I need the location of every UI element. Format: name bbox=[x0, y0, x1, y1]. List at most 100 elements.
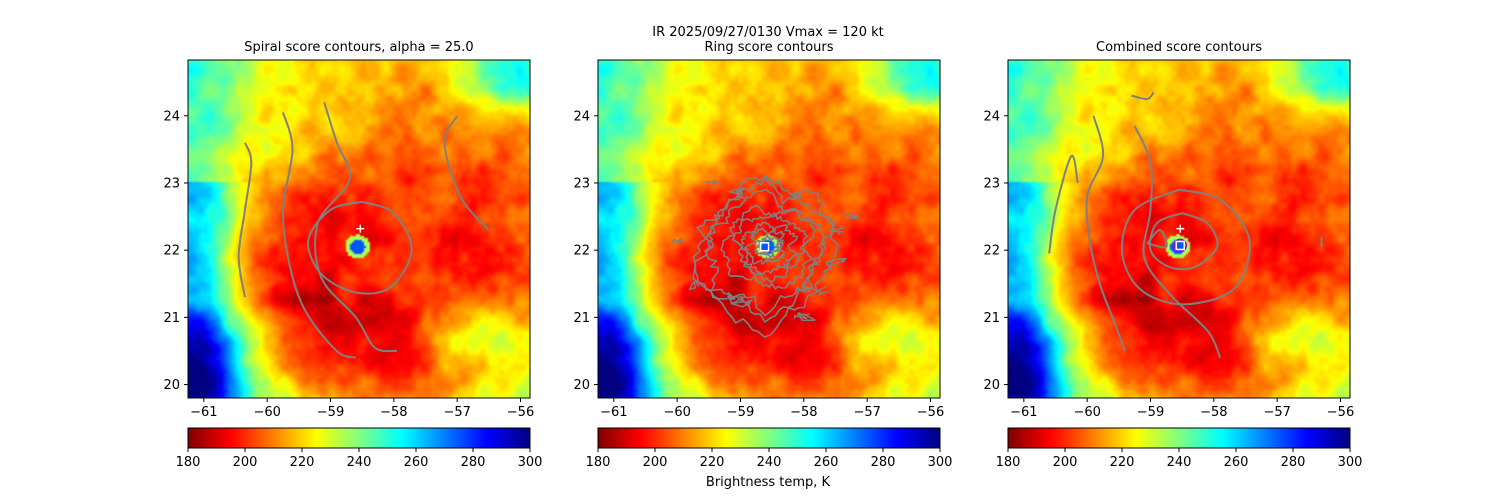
score-contour-line bbox=[1120, 188, 1251, 306]
colorbar-tick-label: 260 bbox=[814, 455, 839, 470]
score-contour-line bbox=[443, 115, 490, 231]
center-estimate-square-marker bbox=[1175, 240, 1186, 251]
ring-score-contour-fragment bbox=[829, 258, 848, 268]
x-tick-label: −60 bbox=[253, 405, 280, 420]
ring-score-contour-fragment bbox=[739, 296, 753, 307]
ring-score-contour-fragment bbox=[688, 280, 700, 291]
colorbar-tick-label: 260 bbox=[404, 455, 429, 470]
score-contour-line bbox=[281, 112, 357, 359]
y-tick-label: 22 bbox=[983, 244, 1000, 259]
y-tick-label: 22 bbox=[573, 244, 590, 259]
y-tick-label: 24 bbox=[573, 109, 590, 124]
ring-score-contour-line bbox=[703, 188, 827, 317]
colorbar: 180 200 220 240 260 280 300 bbox=[586, 427, 953, 470]
y-tick-label: 20 bbox=[983, 378, 1000, 393]
x-tick-label: −57 bbox=[1263, 405, 1290, 420]
center-estimate-plus-marker bbox=[1176, 224, 1185, 233]
colorbar-tick-label: 300 bbox=[518, 455, 543, 470]
ring-score-contour-fragment bbox=[727, 291, 737, 301]
colorbar-tick-label: 200 bbox=[233, 455, 258, 470]
score-contour-line bbox=[314, 102, 398, 353]
x-tick-label: −60 bbox=[663, 405, 690, 420]
colorbar-tick-label: 240 bbox=[1167, 455, 1192, 470]
figure-suptitle: IR 2025/09/27/0130 Vmax = 120 kt bbox=[652, 25, 883, 40]
ring-score-contour-fragment bbox=[671, 237, 686, 244]
ring-score-contour-fragment bbox=[799, 312, 816, 322]
y-tick-label: 24 bbox=[163, 109, 180, 124]
x-tick-label: −56 bbox=[1327, 405, 1354, 420]
panel-1: Spiral score contours, alpha = 25.0 −61 −6… bbox=[163, 40, 542, 470]
x-tick-label: −59 bbox=[1137, 405, 1164, 420]
colorbar-gradient bbox=[597, 427, 941, 449]
axes-frame bbox=[187, 59, 531, 399]
colorbar-tick-label: 240 bbox=[757, 455, 782, 470]
colorbar-tick-label: 300 bbox=[928, 455, 953, 470]
x-tick-label: −60 bbox=[1073, 405, 1100, 420]
ring-score-contour-fragment bbox=[726, 188, 746, 199]
x-tick-label: −59 bbox=[317, 405, 344, 420]
colorbar-tick-label: 280 bbox=[1281, 455, 1306, 470]
colorbar-tick-label: 180 bbox=[176, 455, 201, 470]
ring-score-contour-fragment bbox=[815, 285, 829, 296]
ring-score-contour-line bbox=[692, 174, 840, 339]
ring-score-contour-line bbox=[731, 214, 809, 284]
y-tick-label: 22 bbox=[163, 244, 180, 259]
ring-score-contour-fragment bbox=[828, 225, 845, 236]
y-tick-label: 21 bbox=[983, 311, 1000, 326]
score-contour-line bbox=[1148, 212, 1219, 271]
colorbar-tick-label: 280 bbox=[871, 455, 896, 470]
x-tick-label: −58 bbox=[1200, 405, 1227, 420]
y-tick-label: 24 bbox=[983, 109, 1000, 124]
colorbar: 180 200 220 240 260 280 300 bbox=[176, 427, 543, 470]
y-tick-label: 20 bbox=[573, 378, 590, 393]
colorbar-tick-label: 180 bbox=[996, 455, 1021, 470]
ring-score-contour-fragment bbox=[730, 296, 746, 305]
ring-score-contour-fragment bbox=[802, 285, 819, 293]
brightness-temperature-heatmap bbox=[598, 60, 940, 398]
ring-score-contour-fragment bbox=[791, 191, 802, 199]
center-estimate-plus-marker bbox=[356, 224, 365, 233]
panel-title: Combined score contours bbox=[1096, 40, 1262, 55]
center-estimate-circle-marker bbox=[1173, 238, 1188, 253]
score-contour-line bbox=[307, 200, 413, 295]
y-tick-label: 21 bbox=[573, 311, 590, 326]
panel-3: Combined score contours −61 −60 −59 −58 −57 −5… bbox=[983, 40, 1362, 470]
x-tick-label: −57 bbox=[443, 405, 470, 420]
y-tick-label: 21 bbox=[163, 311, 180, 326]
score-contour-line bbox=[1048, 154, 1079, 254]
score-contour-line bbox=[1133, 125, 1222, 359]
colorbar-gradient bbox=[187, 427, 531, 449]
score-contour-line bbox=[237, 142, 253, 298]
ring-score-contour-line bbox=[742, 227, 786, 265]
colorbar-label: Brightness temp, K bbox=[706, 475, 831, 490]
y-tick-label: 23 bbox=[163, 176, 180, 191]
panel-title: Spiral score contours, alpha = 25.0 bbox=[244, 40, 473, 55]
axes-frame bbox=[1007, 59, 1351, 399]
ring-score-contour-fragment bbox=[705, 180, 721, 187]
center-estimate-square-marker bbox=[759, 242, 770, 252]
y-tick-label: 23 bbox=[983, 176, 1000, 191]
x-tick-label: −61 bbox=[190, 405, 217, 420]
colorbar-tick-label: 280 bbox=[461, 455, 486, 470]
colorbar-tick-label: 200 bbox=[1053, 455, 1078, 470]
colorbar-tick-label: 300 bbox=[1338, 455, 1363, 470]
x-tick-label: −59 bbox=[727, 405, 754, 420]
colorbar-tick-label: 220 bbox=[700, 455, 725, 470]
colorbar-tick-label: 240 bbox=[347, 455, 372, 470]
panel-title: Ring score contours bbox=[704, 40, 833, 55]
ring-score-contour-fragment bbox=[844, 213, 859, 220]
axes-frame bbox=[597, 59, 941, 399]
x-tick-label: −56 bbox=[507, 405, 534, 420]
ring-score-contour-line bbox=[720, 204, 817, 290]
panel-2: Ring score contours −61 −60 −59 −58 −57 −56 20 2… bbox=[573, 40, 952, 470]
colorbar-tick-label: 220 bbox=[1110, 455, 1135, 470]
x-tick-label: −61 bbox=[600, 405, 627, 420]
x-tick-label: −58 bbox=[790, 405, 817, 420]
y-tick-label: 23 bbox=[573, 176, 590, 191]
colorbar-tick-label: 180 bbox=[586, 455, 611, 470]
colorbar-tick-label: 220 bbox=[290, 455, 315, 470]
colorbar-tick-label: 260 bbox=[1224, 455, 1249, 470]
x-tick-label: −57 bbox=[853, 405, 880, 420]
colorbar-tick-label: 200 bbox=[643, 455, 668, 470]
